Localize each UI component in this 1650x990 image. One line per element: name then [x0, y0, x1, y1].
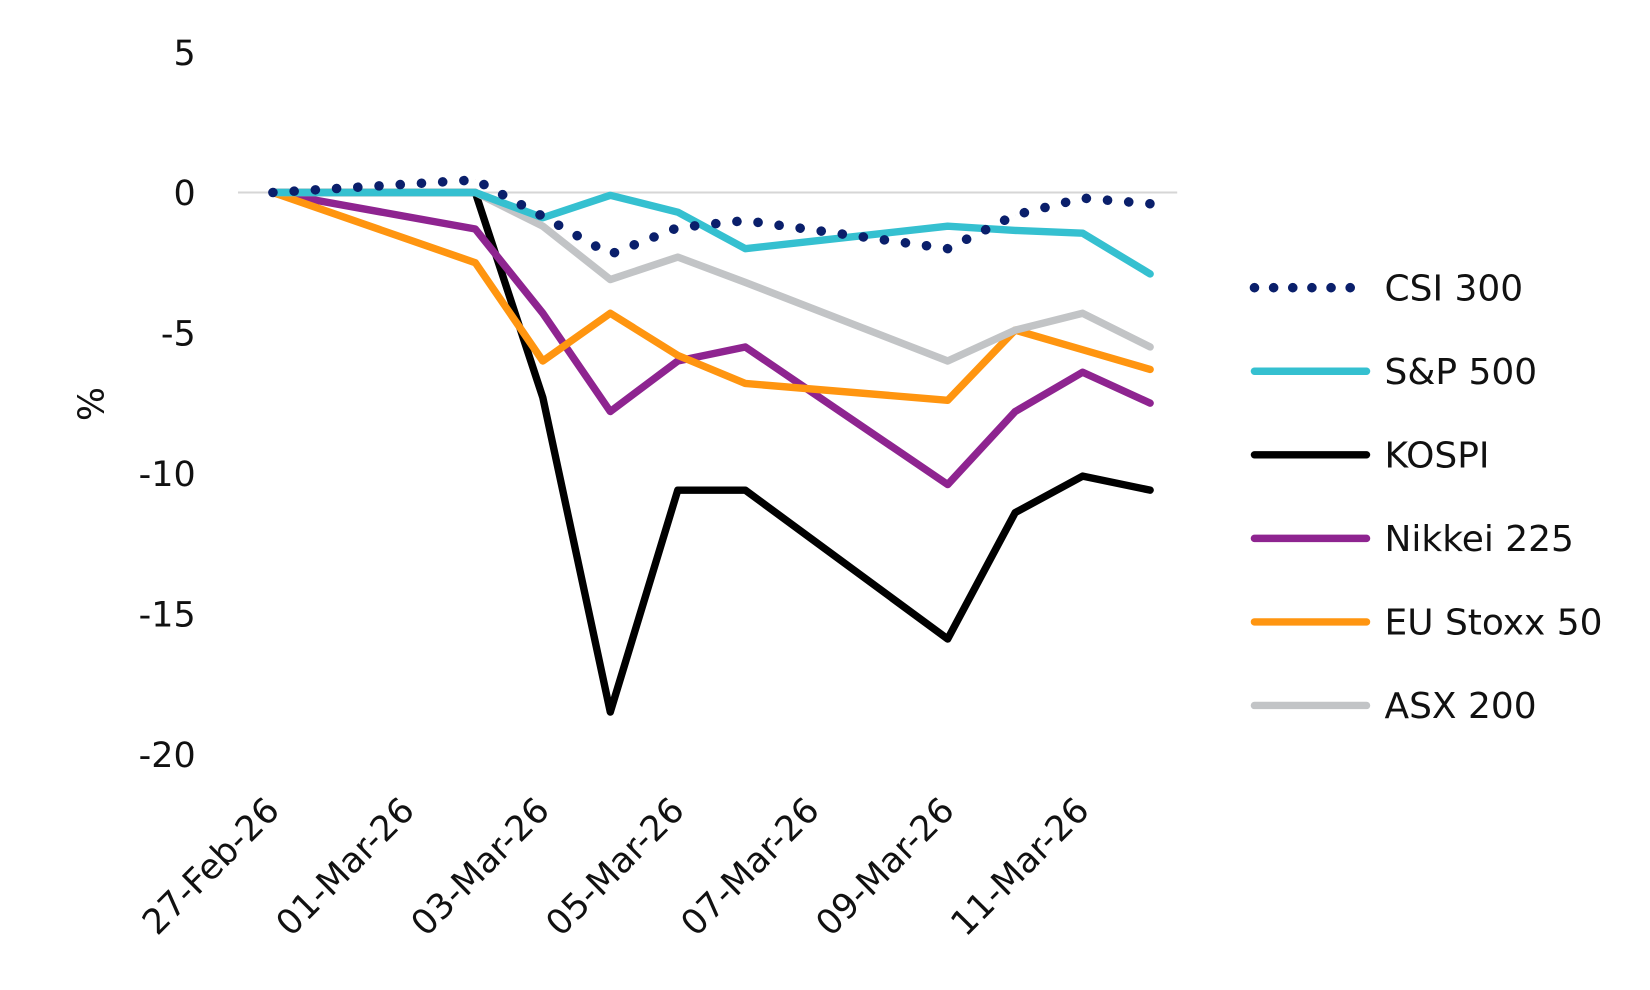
- legend-item: KOSPI: [1250, 436, 1490, 477]
- y-tick-label: -10: [139, 455, 196, 495]
- x-tick-label: 07-Mar-26: [674, 790, 828, 944]
- y-tick-label: -5: [161, 315, 196, 355]
- series-line-nikkei-225: [269, 188, 1154, 489]
- legend-label: CSI 300: [1385, 268, 1524, 309]
- legend-label: S&P 500: [1385, 352, 1538, 393]
- x-tick-label: 09-Mar-26: [809, 790, 963, 944]
- series-line-eu-stoxx-50: [269, 188, 1154, 405]
- x-tick-label: 11-Mar-26: [944, 790, 1098, 944]
- y-tick-label: -20: [139, 736, 196, 776]
- y-tick-label: 5: [173, 34, 195, 74]
- legend-item: CSI 300: [1249, 268, 1524, 309]
- x-tick-label: 03-Mar-26: [404, 790, 558, 944]
- legend-item: ASX 200: [1250, 686, 1537, 727]
- legend-label: KOSPI: [1385, 436, 1490, 477]
- series-line-kospi: [269, 188, 1154, 716]
- y-tick-label: -15: [139, 595, 196, 635]
- series-line-asx-200: [269, 188, 1154, 365]
- x-tick-label: 27-Feb-26: [135, 790, 288, 943]
- series-line-s-p-500: [269, 188, 1154, 278]
- y-axis-label: %: [72, 387, 113, 421]
- legend-label: EU Stoxx 50: [1385, 603, 1603, 644]
- x-tick-label: 01-Mar-26: [269, 790, 423, 944]
- legend-item: EU Stoxx 50: [1250, 603, 1603, 644]
- legend-item: Nikkei 225: [1250, 519, 1574, 560]
- y-tick-label: 0: [173, 174, 195, 214]
- x-tick-label: 05-Mar-26: [539, 790, 693, 944]
- legend-label: ASX 200: [1385, 686, 1537, 727]
- legend-label: Nikkei 225: [1385, 519, 1574, 560]
- legend-item: S&P 500: [1250, 352, 1538, 393]
- series-line-csi-300: [268, 175, 1155, 260]
